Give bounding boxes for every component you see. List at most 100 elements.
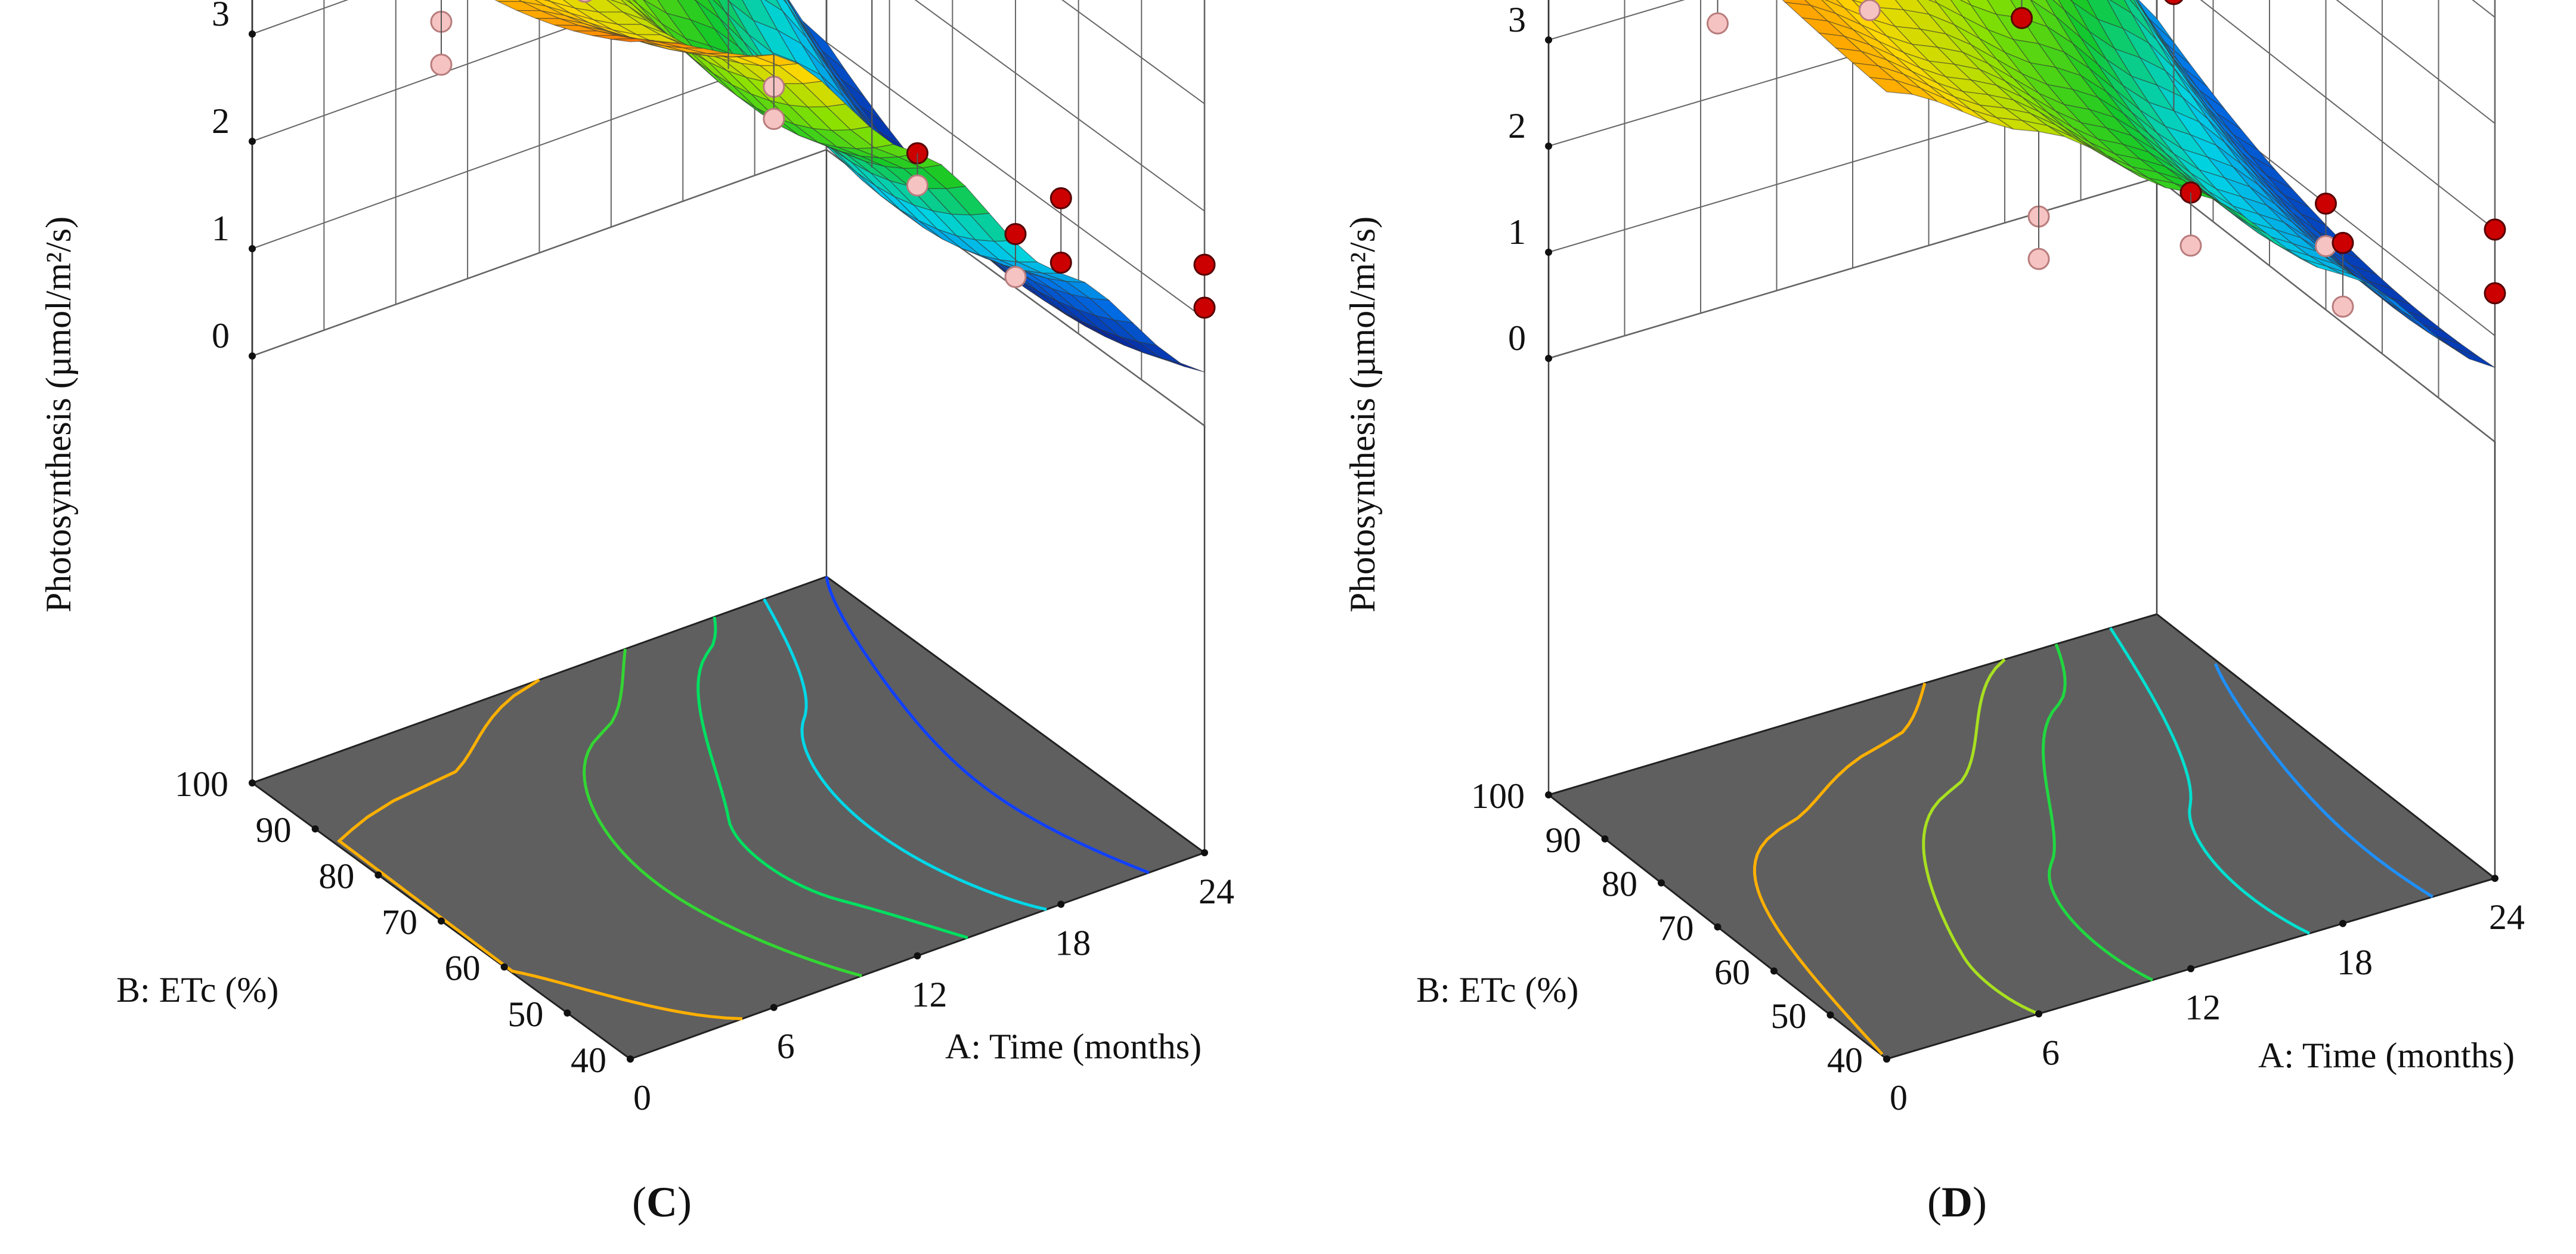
etc-axis: 40 50 60 70 80 90 100 <box>175 764 634 1080</box>
panel-label: (C) <box>632 1178 692 1226</box>
time-tick-mark <box>1057 900 1065 908</box>
time-tick-label: 18 <box>1055 924 1091 963</box>
design-point-above <box>2484 218 2506 241</box>
etc-tick-label: 80 <box>1602 865 1637 904</box>
z-tick-label: 0 <box>212 316 230 355</box>
etc-tick-mark <box>500 963 508 971</box>
etc-tick-mark <box>438 917 445 925</box>
design-point-above <box>1193 296 1216 319</box>
contour-line-1 <box>1922 658 2039 1015</box>
design-point-above <box>2484 282 2506 305</box>
contour-line-4 <box>2213 662 2433 899</box>
design-point-above <box>1193 253 1216 276</box>
contour-line-0 <box>1753 682 1927 1055</box>
time-axis: 0 6 12 18 24 <box>1883 875 2525 1117</box>
time-tick-mark <box>770 1004 778 1011</box>
time-tick-mark <box>914 952 921 959</box>
response-surface <box>1782 0 2496 369</box>
contour-line-2 <box>2041 643 2153 981</box>
design-point-below <box>2179 234 2202 257</box>
etc-tick-mark <box>1770 967 1778 975</box>
design-point-below <box>2027 247 2050 270</box>
z-tick-label: 3 <box>212 0 230 33</box>
design-point-above <box>2164 0 2184 5</box>
time-tick-mark <box>2491 875 2498 882</box>
contour-line-0 <box>336 678 743 1020</box>
z-tick-label: 2 <box>212 101 230 141</box>
etc-tick-label: 50 <box>507 995 543 1034</box>
time-tick-label: 24 <box>2489 897 2525 937</box>
design-point-below <box>906 174 928 197</box>
time-axis: 0 6 12 18 24 <box>627 849 1234 1117</box>
etc-tick-label: 90 <box>1546 820 1581 860</box>
etc-tick-mark <box>564 1009 571 1017</box>
etc-tick-mark <box>1601 835 1609 843</box>
contour-line-3 <box>2109 627 2311 935</box>
etc-axis-title: B: ETc (%) <box>116 970 278 1010</box>
design-point-below <box>2332 295 2354 318</box>
etc-tick-label: 60 <box>1714 952 1750 992</box>
z-tick-mark <box>249 30 256 38</box>
etc-tick-label: 70 <box>382 903 417 942</box>
design-point-below <box>1707 12 1729 35</box>
time-tick-label: 12 <box>2185 988 2221 1027</box>
contour-line-4 <box>825 576 1150 874</box>
time-tick-label: 24 <box>1199 872 1234 911</box>
etc-tick-mark <box>1545 791 1552 798</box>
surface-cell <box>1868 77 1914 95</box>
etc-tick-mark <box>311 825 319 833</box>
design-point-below <box>1859 0 1881 21</box>
etc-tick-label: 40 <box>571 1041 606 1080</box>
etc-tick-label: 40 <box>1827 1041 1863 1080</box>
time-tick-label: 12 <box>912 975 948 1014</box>
observation-points <box>1707 0 2506 368</box>
time-tick-mark <box>627 1055 634 1063</box>
time-tick-mark <box>1883 1055 1890 1063</box>
z-axis-title: Photosynthesis (µmol/m²/s) <box>1343 216 1382 612</box>
etc-tick-label: 100 <box>175 764 228 804</box>
z-tick-label: 3 <box>1508 0 1526 39</box>
panel-label: (D) <box>1927 1178 1987 1226</box>
time-tick-mark <box>2339 919 2346 927</box>
etc-tick-label: 60 <box>445 949 481 988</box>
design-point-above <box>1004 223 1027 245</box>
z-tick-mark <box>1545 355 1552 362</box>
surface-cell <box>1928 0 1939 4</box>
z-axis-title: Photosynthesis (µmol/m²/s) <box>39 216 78 612</box>
z-tick-label: 2 <box>1508 106 1526 145</box>
contour-line-1 <box>583 649 862 977</box>
time-tick-mark <box>1201 849 1208 856</box>
time-axis-title: A: Time (months) <box>945 1027 1202 1066</box>
contour-line-3 <box>763 598 1047 911</box>
design-point-below <box>430 54 453 76</box>
z-tick-mark <box>1545 143 1552 150</box>
etc-tick-mark <box>1826 1011 1834 1019</box>
time-tick-mark <box>2035 1010 2042 1018</box>
time-tick-label: 6 <box>2042 1033 2060 1072</box>
design-point-below <box>1004 266 1027 288</box>
design-point-above <box>2011 7 2033 29</box>
etc-tick-mark <box>1658 879 1665 887</box>
etc-axis-title: B: ETc (%) <box>1416 970 1578 1010</box>
observation-points <box>430 0 1216 372</box>
z-axis: 01234567 <box>212 0 256 360</box>
z-tick-label: 1 <box>212 209 230 248</box>
etc-axis: 40 50 60 70 80 90 100 <box>1471 776 1890 1080</box>
z-axis: 01234567 <box>1508 0 1552 362</box>
surface-chart-d: 0123456740506070809010006121824Photosynt… <box>1343 0 2525 1226</box>
etc-tick-mark <box>1714 923 1722 931</box>
design-point-above <box>2315 193 2337 215</box>
z-tick-mark <box>1545 36 1552 44</box>
design-point-above <box>1049 187 1072 209</box>
time-axis-title: A: Time (months) <box>2258 1036 2515 1075</box>
etc-tick-label: 90 <box>256 810 292 850</box>
contour-lines <box>1753 627 2433 1055</box>
etc-tick-label: 70 <box>1658 909 1694 948</box>
time-tick-label: 0 <box>633 1078 651 1117</box>
z-tick-mark <box>249 352 256 360</box>
z-tick-mark <box>1545 249 1552 256</box>
z-tick-label: 1 <box>1508 212 1526 252</box>
etc-tick-mark <box>249 779 256 787</box>
z-tick-mark <box>249 245 256 252</box>
